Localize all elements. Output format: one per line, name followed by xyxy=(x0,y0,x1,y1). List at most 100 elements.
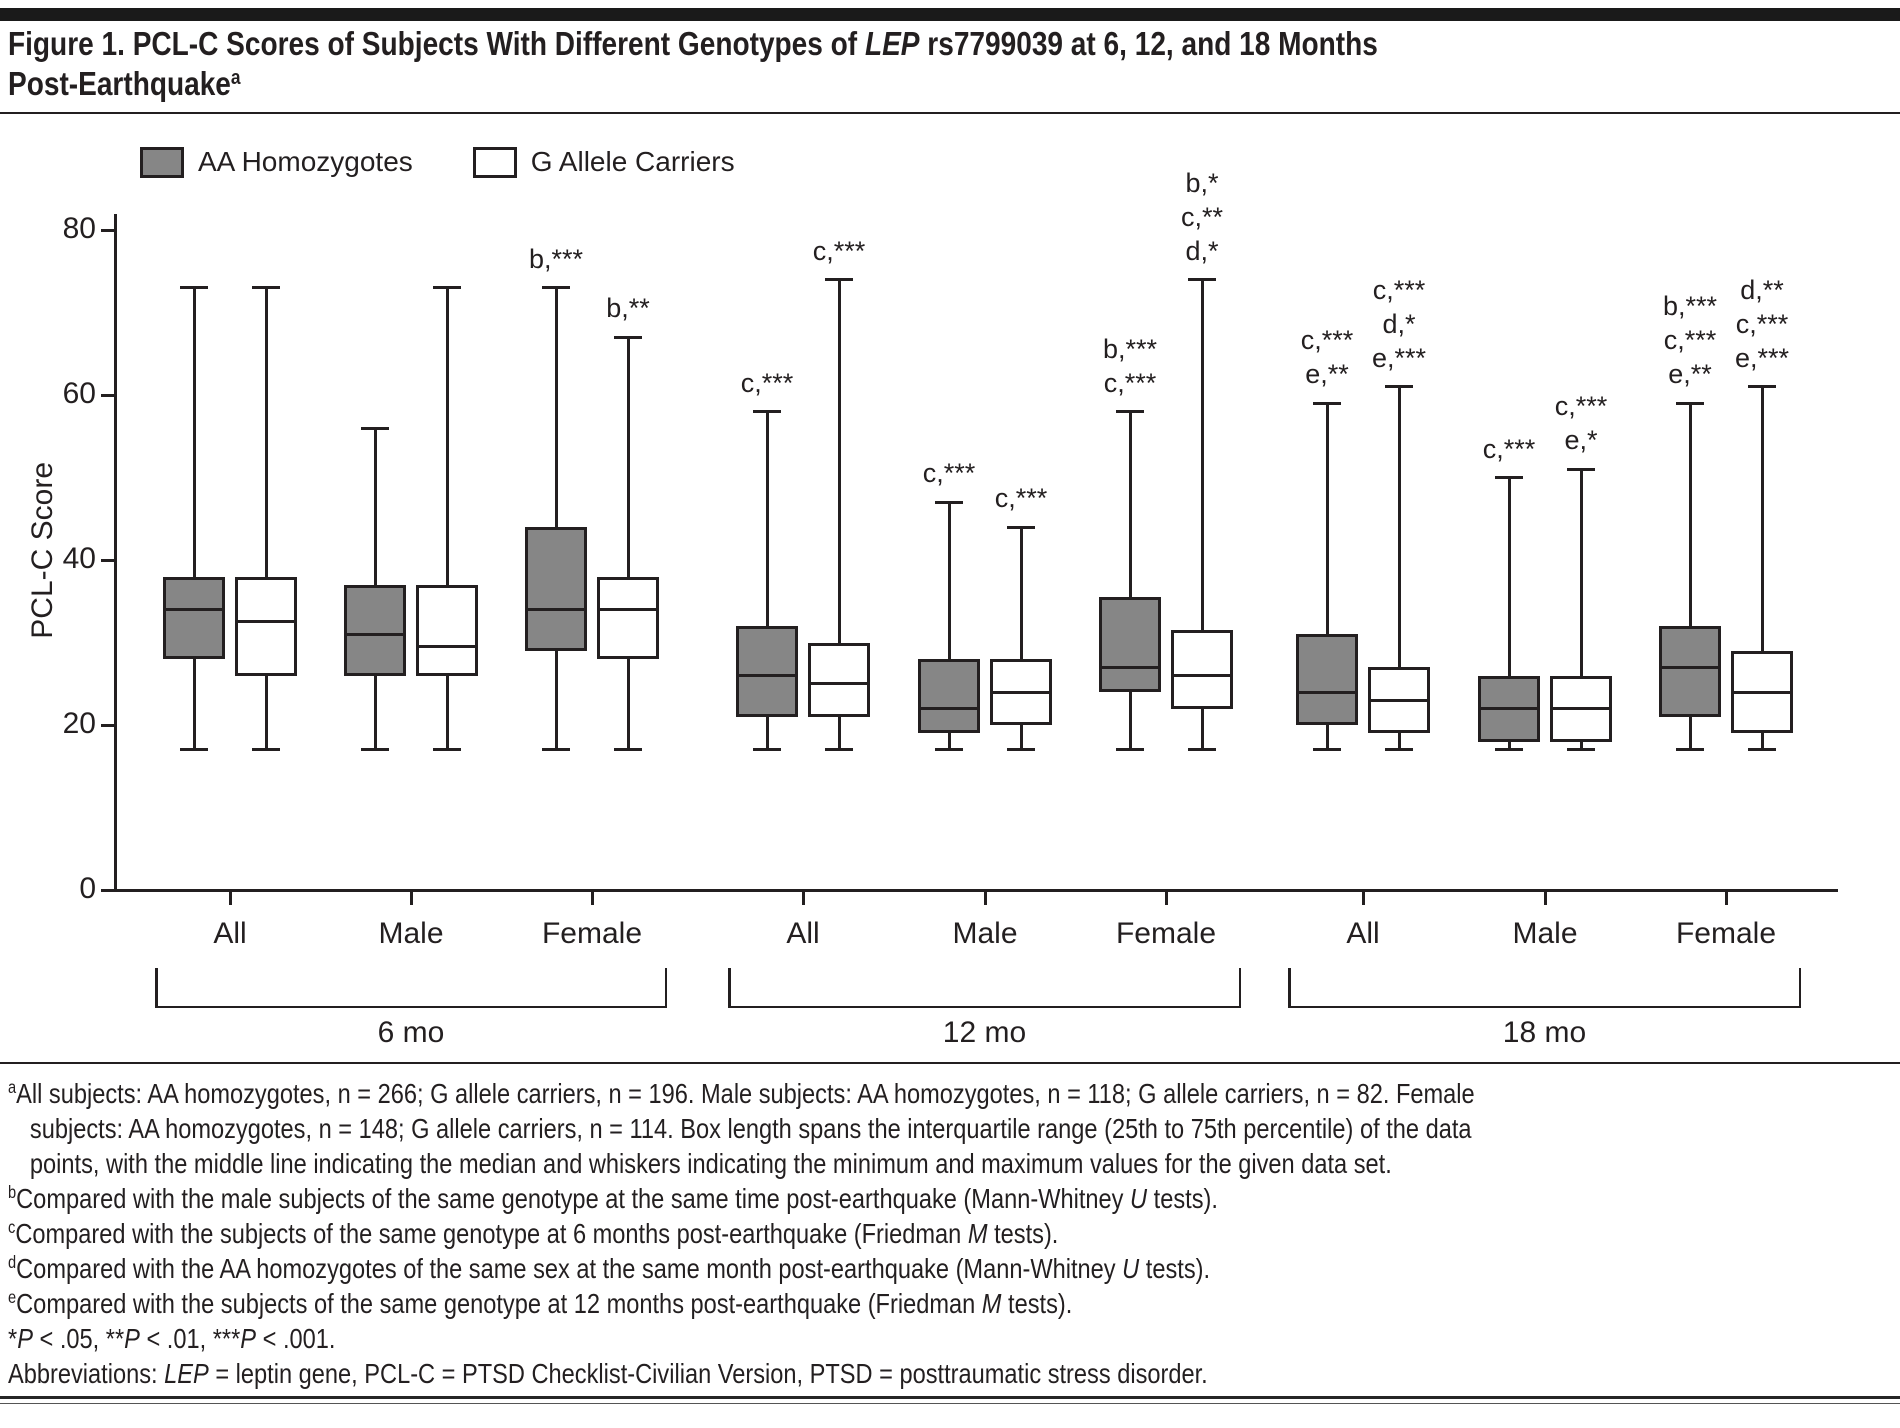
text-run: Figure 1. PCL-C Scores of Subjects With … xyxy=(8,25,865,62)
annotation-line: c,*** xyxy=(994,483,1048,513)
italic-text: P xyxy=(124,1323,140,1354)
whisker-upper-g-allele-carriers xyxy=(1579,469,1583,676)
median-line-aa-homozygotes xyxy=(1478,707,1540,710)
group-bracket-left xyxy=(1288,968,1291,1008)
chart-area: 0 20 40 60 80 PCL-C Score All Male Female b,*** b,… xyxy=(26,166,1838,1049)
significance-annotation-aa-homozygotes: b,*** c,*** e,** xyxy=(1630,289,1750,391)
whisker-upper-aa-homozygotes xyxy=(947,502,951,659)
y-tick xyxy=(101,393,115,397)
text-run: tests). xyxy=(1139,1253,1211,1284)
whisker-lower-g-allele-carriers xyxy=(1579,741,1583,750)
annotation-line: c,*** xyxy=(1482,433,1536,464)
significance-annotation-aa-homozygotes: c,*** xyxy=(707,366,827,400)
group-bracket-right xyxy=(1238,968,1241,1008)
significance-annotation-aa-homozygotes: b,*** xyxy=(496,242,616,276)
median-line-aa-homozygotes xyxy=(736,674,798,677)
whisker-upper-g-allele-carriers xyxy=(445,287,449,585)
whisker-lower-g-allele-carriers xyxy=(837,716,841,750)
text-run: subjects: AA homozygotes, n = 148; G all… xyxy=(29,1113,1472,1144)
x-category-label: Male xyxy=(952,917,1018,950)
whisker-upper-aa-homozygotes xyxy=(192,287,196,577)
annotation-line: c,*** xyxy=(1554,391,1608,422)
significance-annotation-aa-homozygotes: c,*** xyxy=(889,456,1009,490)
median-line-aa-homozygotes xyxy=(163,608,225,611)
annotation-line: b,* xyxy=(1185,167,1219,198)
median-line-g-allele-carriers xyxy=(990,690,1052,694)
x-tick xyxy=(409,891,413,905)
median-line-g-allele-carriers xyxy=(808,682,870,686)
footnote: aAll subjects: AA homozygotes, n = 266; … xyxy=(8,1076,1900,1181)
text-run: Compared with the AA homozygotes of the … xyxy=(16,1253,1123,1284)
text-run: Compared with the male subjects of the s… xyxy=(16,1183,1131,1214)
y-tick xyxy=(101,558,115,562)
box-iqr-g-allele-carriers xyxy=(597,576,659,659)
x-tick xyxy=(590,891,594,905)
whisker-cap-max-aa-homozygotes xyxy=(180,286,208,290)
annotation-line: d,* xyxy=(1185,235,1219,266)
box-iqr-g-allele-carriers xyxy=(416,584,478,676)
median-line-g-allele-carriers xyxy=(597,608,659,611)
annotation-line: d,* xyxy=(1382,308,1416,339)
whisker-cap-min-aa-homozygotes xyxy=(1116,748,1144,752)
whisker-upper-g-allele-carriers xyxy=(626,337,630,577)
annotation-line: d,** xyxy=(1740,274,1784,305)
annotation-line: e,** xyxy=(1305,359,1349,390)
median-line-g-allele-carriers xyxy=(1731,690,1793,694)
box-iqr-aa-homozygotes xyxy=(1659,626,1721,717)
whisker-cap-min-aa-homozygotes xyxy=(1495,748,1523,752)
text-run: = leptin gene, PCL-C = PTSD Checklist-Ci… xyxy=(208,1358,1208,1389)
x-tick xyxy=(1164,891,1168,905)
y-axis-line xyxy=(114,214,117,892)
x-tick xyxy=(1543,891,1547,905)
annotation-line: b,*** xyxy=(1662,291,1718,322)
whisker-cap-max-g-allele-carriers xyxy=(1567,467,1595,471)
footnote: cCompared with the subjects of the same … xyxy=(8,1216,1900,1251)
annotation-line: c,*** xyxy=(922,458,976,489)
whisker-cap-min-aa-homozygotes xyxy=(1676,748,1704,752)
group-bracket-bottom xyxy=(1288,1005,1801,1008)
footnote: eCompared with the subjects of the same … xyxy=(8,1286,1900,1321)
whisker-cap-min-aa-homozygotes xyxy=(753,748,781,752)
whisker-upper-g-allele-carriers xyxy=(1200,279,1204,631)
median-line-g-allele-carriers xyxy=(1368,698,1430,702)
text-run: * xyxy=(8,1323,18,1354)
footnote: Abbreviations: LEP = leptin gene, PCL-C … xyxy=(8,1356,1900,1391)
bottom-double-rule xyxy=(0,1396,1900,1404)
annotation-line: c,*** xyxy=(1300,325,1354,356)
whisker-cap-max-aa-homozygotes xyxy=(542,286,570,290)
annotation-line: b,*** xyxy=(528,243,584,274)
italic-text: P xyxy=(17,1323,33,1354)
significance-annotation-g-allele-carriers: b,* c,** d,* xyxy=(1142,166,1262,268)
whisker-cap-min-g-allele-carriers xyxy=(1188,748,1216,752)
significance-annotation-g-allele-carriers: c,*** xyxy=(779,234,899,268)
text-run: rs7799039 at 6, 12, and 18 Months xyxy=(919,25,1378,62)
whisker-cap-min-g-allele-carriers xyxy=(1567,748,1595,752)
whisker-cap-min-g-allele-carriers xyxy=(614,748,642,752)
group-bracket-bottom xyxy=(155,1005,667,1008)
whisker-lower-g-allele-carriers xyxy=(1760,733,1764,750)
x-category-label: All xyxy=(213,917,247,950)
whisker-lower-g-allele-carriers xyxy=(264,675,268,750)
x-tick xyxy=(801,891,805,905)
whisker-lower-g-allele-carriers xyxy=(1200,708,1204,750)
x-category-label: Female xyxy=(1675,917,1777,950)
annotation-line: c,*** xyxy=(1735,308,1789,339)
x-category-label: All xyxy=(1346,917,1380,950)
median-line-g-allele-carriers xyxy=(235,620,297,624)
median-line-aa-homozygotes xyxy=(1099,665,1161,669)
italic-text: U xyxy=(1122,1253,1140,1284)
whisker-upper-g-allele-carriers xyxy=(1397,386,1401,668)
italic-text: M xyxy=(981,1288,1002,1319)
whisker-upper-g-allele-carriers xyxy=(1019,527,1023,659)
median-line-aa-homozygotes xyxy=(525,608,587,611)
text-run: tests). xyxy=(987,1218,1059,1249)
top-rule-bar xyxy=(0,8,1900,21)
whisker-cap-max-g-allele-carriers xyxy=(433,286,461,290)
x-category-label: Male xyxy=(1512,917,1578,950)
whisker-upper-aa-homozygotes xyxy=(1688,403,1692,626)
median-line-g-allele-carriers xyxy=(416,645,478,649)
text-run: < .01, *** xyxy=(139,1323,241,1354)
annotation-line: c,*** xyxy=(1103,367,1157,398)
whisker-cap-max-aa-homozygotes xyxy=(935,500,963,504)
whisker-cap-max-aa-homozygotes xyxy=(1116,410,1144,413)
